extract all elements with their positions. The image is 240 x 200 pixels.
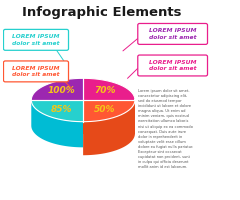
FancyBboxPatch shape	[4, 61, 68, 82]
Text: 100%: 100%	[47, 86, 75, 95]
Text: 50%: 50%	[94, 105, 116, 114]
Text: Lorem ipsum dolor sit amet,
consectetur adipiscing elit,
sed do eiusmod tempor
i: Lorem ipsum dolor sit amet, consectetur …	[138, 89, 194, 169]
Text: LOREM IPSUM
dolor sit amet: LOREM IPSUM dolor sit amet	[12, 34, 60, 46]
Polygon shape	[83, 100, 135, 155]
Polygon shape	[31, 100, 83, 147]
Text: 85%: 85%	[50, 105, 72, 114]
Polygon shape	[83, 78, 135, 100]
Polygon shape	[83, 100, 135, 134]
FancyBboxPatch shape	[138, 55, 208, 76]
FancyBboxPatch shape	[4, 29, 68, 50]
FancyBboxPatch shape	[138, 23, 208, 44]
Text: LOREM IPSUM
dolor sit amet: LOREM IPSUM dolor sit amet	[12, 66, 60, 77]
Polygon shape	[31, 100, 83, 122]
Polygon shape	[31, 78, 83, 100]
Text: Infographic Elements: Infographic Elements	[22, 6, 182, 19]
Polygon shape	[83, 100, 135, 122]
Text: LOREM IPSUM
dolor sit amet: LOREM IPSUM dolor sit amet	[149, 60, 196, 71]
Polygon shape	[83, 100, 135, 122]
Text: 70%: 70%	[94, 86, 116, 95]
Text: LOREM IPSUM
dolor sit amet: LOREM IPSUM dolor sit amet	[149, 28, 196, 40]
